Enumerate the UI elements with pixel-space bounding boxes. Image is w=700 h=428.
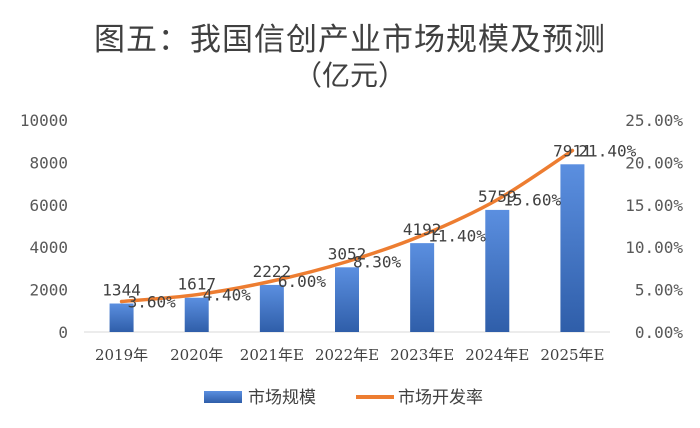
- y-left-tick-label: 2000: [29, 281, 68, 300]
- x-tick-label: 2024年E: [465, 346, 529, 364]
- bar-value-label: 3052: [328, 244, 367, 263]
- legend-bar-swatch: [204, 391, 242, 403]
- bar-2022年E: [335, 267, 359, 332]
- bar-value-label: 1344: [102, 281, 141, 300]
- line-value-label: 3.60%: [128, 292, 177, 311]
- y-right-tick-label: 10.00%: [625, 238, 683, 257]
- bar-value-label: 1617: [177, 275, 216, 294]
- legend-bar-label: 市场规模: [248, 388, 316, 408]
- line-value-label: 11.40%: [428, 226, 486, 245]
- x-tick-label: 2021年E: [240, 346, 304, 364]
- y-right-tick-label: 5.00%: [635, 281, 684, 300]
- line-value-label: 15.60%: [503, 191, 561, 210]
- y-left-tick-label: 0: [58, 323, 68, 342]
- x-tick-label: 2025年E: [540, 346, 604, 364]
- y-left-tick-label: 8000: [29, 153, 68, 172]
- bar-2023年E: [410, 243, 435, 332]
- y-right-tick-label: 0.00%: [635, 323, 684, 342]
- y-right-tick-label: 20.00%: [625, 153, 683, 172]
- y-right-tick-label: 15.00%: [625, 196, 683, 215]
- x-tick-label: 2022年E: [315, 346, 379, 364]
- chart-title: 图五：我国信创产业市场规模及预测: [94, 22, 606, 58]
- line-value-label: 4.40%: [203, 286, 252, 305]
- bar-value-label: 5759: [478, 187, 517, 206]
- y-left-tick-label: 6000: [29, 196, 68, 215]
- bar-value-label: 2222: [253, 262, 292, 281]
- y-right-tick-label: 25.00%: [625, 111, 683, 130]
- bar-2024年E: [485, 209, 510, 332]
- bar-2019年: [109, 303, 134, 332]
- chart-subtitle: （亿元）: [293, 59, 406, 92]
- x-tick-label: 2019年: [95, 346, 148, 364]
- bar-value-label: 4192: [403, 220, 442, 239]
- y-left-tick-label: 10000: [20, 111, 68, 130]
- y-left-tick-label: 4000: [29, 238, 68, 257]
- x-tick-label: 2023年E: [390, 346, 454, 364]
- bar-value-label: 7911: [553, 141, 592, 160]
- line-value-label: 8.30%: [353, 253, 402, 272]
- legend-line-label: 市场开发率: [398, 388, 483, 408]
- line-value-label: 21.40%: [578, 142, 636, 161]
- line-value-label: 6.00%: [278, 272, 327, 291]
- x-tick-label: 2020年: [170, 346, 223, 364]
- bar-2025年E: [560, 164, 585, 332]
- bar-2021年E: [259, 284, 284, 332]
- bar-2020年: [184, 297, 209, 332]
